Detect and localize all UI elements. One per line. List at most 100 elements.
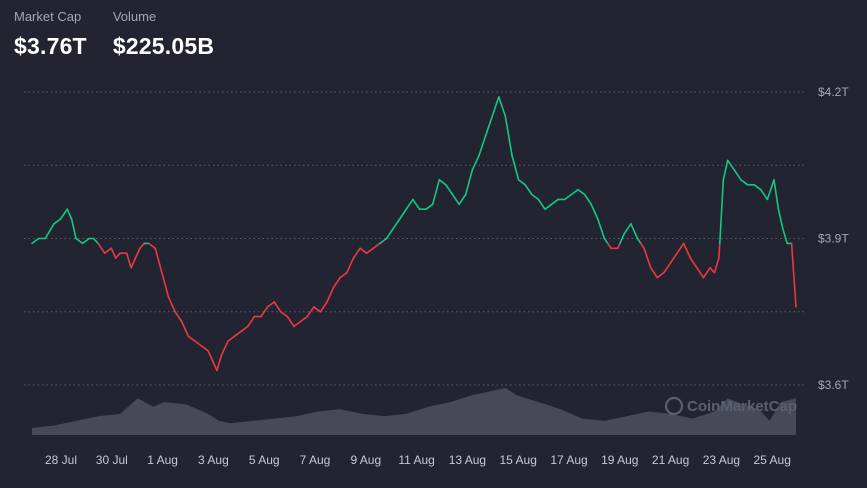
price-line-segment	[596, 218, 606, 240]
price-line-segment	[616, 242, 621, 250]
coinmarketcap-logo-icon	[664, 396, 684, 416]
x-tick-label: 15 Aug	[500, 453, 537, 467]
stats-header: Market Cap $3.76T Volume $225.05B	[14, 9, 214, 60]
price-line-segment	[200, 345, 209, 352]
price-line-segment	[718, 242, 721, 259]
price-line-segment	[524, 184, 533, 196]
price-line-segment	[372, 242, 381, 250]
price-line-segment	[359, 247, 368, 254]
watermark-text: CoinMarketCap	[687, 398, 797, 415]
price-line-segment	[167, 296, 176, 313]
price-line-segment	[702, 266, 711, 279]
volume-area	[32, 388, 796, 435]
price-line-segment	[766, 179, 775, 201]
x-tick-label: 23 Aug	[703, 453, 740, 467]
price-line-segment	[147, 242, 157, 250]
x-tick-label: 13 Aug	[449, 453, 486, 467]
price-line-segment	[458, 193, 467, 206]
price-line-segment	[656, 271, 665, 279]
price-line-segment	[75, 237, 84, 245]
price-line-segment	[497, 96, 507, 118]
price-line-segment	[630, 223, 639, 240]
price-line-segment	[227, 335, 236, 342]
x-tick-label: 11 Aug	[398, 453, 434, 467]
market-cap-value: $3.76T	[14, 33, 87, 59]
price-line-segment	[643, 247, 652, 269]
price-line-segment	[247, 315, 256, 328]
price-line-segment	[606, 242, 612, 250]
price-line-segment	[273, 301, 282, 313]
price-line-segment	[130, 257, 137, 269]
price-line-segment	[240, 325, 249, 333]
price-line-segment	[392, 218, 401, 230]
x-tick-label: 25 Aug	[754, 453, 791, 467]
price-line-segment	[44, 223, 55, 240]
price-line-segment	[398, 208, 408, 220]
price-line-segment	[590, 203, 599, 220]
price-line-segment	[92, 237, 99, 245]
price-line-segment	[326, 286, 335, 303]
price-line-segment	[676, 242, 685, 254]
price-line-segment	[194, 340, 203, 347]
price-line-segment	[438, 179, 447, 186]
volume-label: Volume	[112, 9, 157, 24]
price-line-segment	[759, 188, 769, 201]
x-tick-label: 30 Jul	[96, 453, 128, 467]
price-line-segment	[451, 193, 460, 206]
price-line-segment	[726, 159, 736, 171]
price-line-segment	[753, 184, 762, 191]
price-line-segment	[352, 247, 361, 259]
price-line-segment	[319, 301, 328, 313]
price-line-segment	[180, 320, 190, 338]
price-line-segment	[464, 169, 474, 196]
price-line-segment	[233, 330, 242, 338]
price-line-segment	[740, 179, 749, 186]
price-line-segment	[53, 218, 62, 225]
price-line-segment	[187, 335, 196, 342]
y-tick-label: $4.2T	[818, 85, 849, 99]
price-line-segment	[781, 227, 789, 245]
price-line-segment	[125, 252, 132, 269]
price-line-segment	[405, 198, 414, 210]
price-line-segment	[478, 135, 487, 157]
price-line-segment	[134, 247, 141, 259]
price-line-segment	[412, 198, 421, 210]
x-tick-label: 7 Aug	[300, 453, 331, 467]
x-tick-label: 17 Aug	[550, 453, 587, 467]
price-line-segment	[530, 193, 540, 201]
price-line-segment	[550, 198, 560, 206]
price-line-segment	[511, 154, 520, 181]
price-line-segment	[139, 242, 146, 250]
price-line-segment	[174, 310, 183, 323]
price-line-segment	[332, 276, 342, 289]
price-line-segment	[66, 208, 73, 220]
price-line-segment	[773, 179, 780, 210]
price-line-segment	[517, 179, 527, 186]
price-line-segment	[718, 179, 725, 245]
price-line-segment	[504, 115, 513, 157]
price-line-segment	[154, 247, 163, 274]
price-line-segment	[114, 252, 121, 259]
price-line-segment	[207, 349, 214, 362]
price-line-segment	[563, 193, 573, 201]
price-line-segment	[299, 315, 309, 323]
price-line-segment	[97, 242, 106, 254]
price-line-segment	[431, 179, 441, 206]
price-line-segment	[577, 188, 586, 196]
price-line-segment	[279, 310, 289, 318]
price-line-segment	[722, 159, 729, 181]
price-line-segment	[31, 237, 40, 245]
price-line-segment	[385, 227, 394, 240]
price-line-segment	[161, 271, 170, 298]
price-line-segment	[639, 242, 645, 250]
price-line-segment	[619, 232, 626, 245]
price-line-segment	[425, 203, 434, 210]
price-line-segment	[345, 257, 355, 274]
price-line-segment	[81, 237, 90, 245]
market-cap-stat: Market Cap $3.76T	[14, 9, 87, 60]
x-tick-label: 3 Aug	[198, 453, 229, 467]
price-line-segment	[570, 188, 579, 196]
x-tick-label: 28 Jul	[45, 453, 77, 467]
price-line-segment	[339, 271, 348, 279]
